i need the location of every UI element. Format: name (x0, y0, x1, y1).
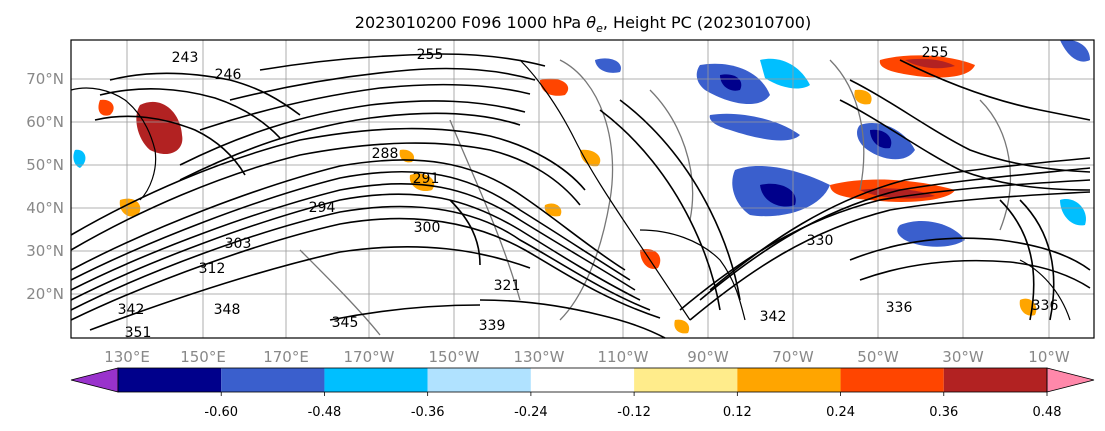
contour-label: 246 (215, 67, 242, 83)
contour-label: 255 (922, 45, 949, 61)
colorbar-tick-label: -0.36 (411, 405, 445, 420)
colorbar-tick-label: 0.48 (1033, 405, 1062, 420)
colorbar-tick-label: 0.24 (826, 405, 855, 420)
contour-label: 300 (414, 220, 441, 236)
longitude-tick-label: 90°W (687, 348, 729, 366)
colorbar-segment (634, 368, 738, 392)
longitude-tick-label: 110°W (598, 348, 649, 366)
map-frame (70, 39, 1095, 339)
colorbar-tick-label: -0.48 (308, 405, 342, 420)
colorbar-tick-labels: -0.60 -0.48 -0.36 -0.24 -0.12 0.12 0.24 0.36 0.4… (204, 392, 1062, 420)
colorbar-segment (530, 368, 635, 392)
longitude-tick-label: 150°E (180, 348, 226, 366)
contour-label: 342 (760, 309, 787, 325)
map-panel: 255 243 246 288 291 294 303 312 300 336 342 348 351 3… (70, 39, 1095, 341)
contour-label: 312 (199, 261, 226, 277)
contour-label: 330 (807, 233, 834, 249)
longitude-tick-label: 130°E (104, 348, 150, 366)
colorbar-tick-label: 0.36 (929, 405, 958, 420)
contour-label: 303 (225, 236, 252, 252)
latitude-tick-label: 30°N (26, 242, 64, 260)
colorbar-tick-label: -0.12 (617, 405, 651, 420)
colorbar-extend-low (70, 367, 119, 393)
colorbar-frame (117, 367, 1048, 393)
contour-label: 339 (479, 318, 506, 334)
contour-label: 288 (372, 146, 399, 162)
figure-title: 2023010200 F096 1000 hPa θe, Height PC (… (355, 13, 811, 35)
colorbar-segment (737, 368, 841, 392)
contour-label: 291 (413, 171, 440, 187)
contour-label: 321 (494, 278, 521, 294)
latitude-tick-label: 60°N (26, 113, 64, 131)
colorbar-segment (943, 368, 1047, 392)
colorbar-tick-label: 0.12 (723, 405, 752, 420)
latitude-tick-label: 40°N (26, 199, 64, 217)
longitude-tick-label: 150°W (429, 348, 480, 366)
colorbar-tick-label: -0.24 (514, 405, 548, 420)
colorbar (70, 367, 1095, 393)
colorbar-segment (324, 368, 428, 392)
contour-label: 345 (332, 315, 359, 331)
contour-label: 255 (417, 47, 444, 63)
longitude-tick-label: 50°W (857, 348, 899, 366)
longitude-tick-label: 10°W (1028, 348, 1070, 366)
contour-labels: 255 243 246 288 291 294 303 312 300 336 342 348 351 3… (118, 45, 1059, 341)
longitude-tick-label: 30°W (942, 348, 984, 366)
longitude-tick-label: 130°W (514, 348, 565, 366)
colorbar-segment (221, 368, 325, 392)
longitude-tick-label: 170°W (344, 348, 395, 366)
contour-label: 336 (886, 300, 913, 316)
latitude-tick-label: 70°N (26, 70, 64, 88)
latitude-tick-label: 50°N (26, 156, 64, 174)
colorbar-tick-label: -0.60 (204, 405, 238, 420)
colorbar-segment (427, 368, 531, 392)
contour-label: 348 (214, 302, 241, 318)
contour-label: 351 (125, 325, 152, 341)
coastlines (70, 59, 1071, 321)
contour-label: 243 (172, 50, 199, 66)
height-contours (70, 53, 1091, 339)
contour-label: 294 (309, 200, 336, 216)
contour-label: 342 (118, 302, 145, 318)
latitude-tick-label: 20°N (26, 285, 64, 303)
contour-label: 336 (1032, 298, 1059, 314)
latitude-tick-labels: 70°N 60°N 50°N 40°N 30°N 20°N (26, 70, 64, 303)
longitude-tick-label: 170°E (263, 348, 309, 366)
colorbar-segment (118, 368, 222, 392)
colorbar-extend-high (1046, 367, 1095, 393)
shaded-anomaly-regions (73, 39, 1090, 334)
longitude-tick-label: 70°W (772, 348, 814, 366)
longitude-tick-labels: 130°E 150°E 170°E 170°W 150°W 130°W 110°W 90°W 7… (104, 348, 1070, 366)
colorbar-segment (840, 368, 944, 392)
